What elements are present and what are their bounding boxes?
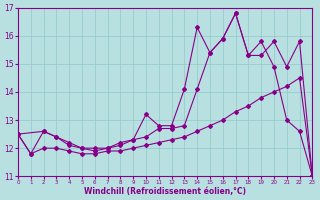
X-axis label: Windchill (Refroidissement éolien,°C): Windchill (Refroidissement éolien,°C) bbox=[84, 187, 246, 196]
